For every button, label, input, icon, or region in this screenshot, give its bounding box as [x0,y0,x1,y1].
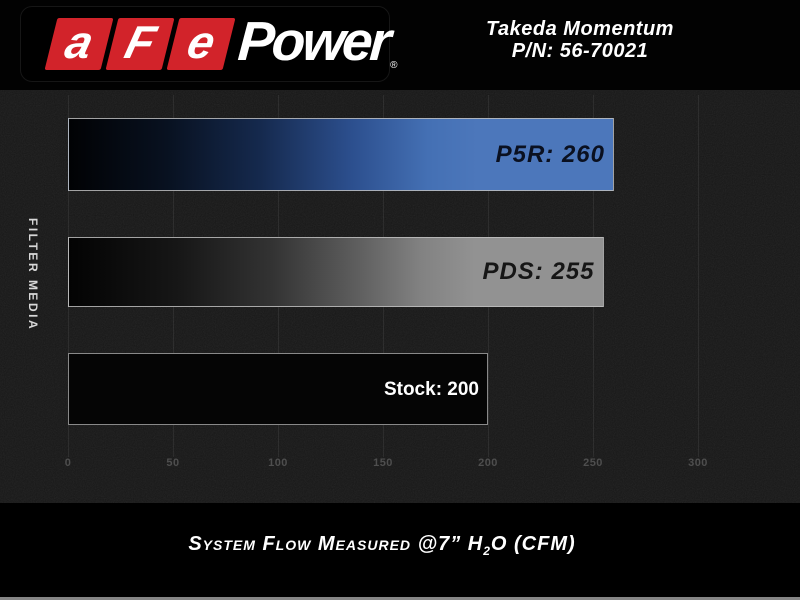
logo-afe-panels: a F e [44,16,236,70]
caption-text: System Flow Measured @7” H [188,533,484,555]
gridline [697,95,699,457]
y-axis-label: FILTER MEDIA [26,218,40,332]
x-tick-label: 50 [166,457,180,469]
chart-region: FILTER MEDIA 0 50 100 150 200 250 300 P5R: 260 P… [0,90,800,503]
caption-text-end: O (CFM) [490,533,576,555]
x-tick-label: 0 [64,457,72,469]
logo-letter-f: F [105,16,175,70]
header: a F e Power ® Takeda Momentum P/N: 56-70… [0,0,800,90]
chart-caption: System Flow Measured @7” H2O (CFM) [0,533,764,558]
logo-letter-a: a [44,16,114,70]
bar-pds: PDS: 255 [68,237,604,307]
x-tick-label: 300 [688,457,708,469]
afe-power-logo: a F e Power ® [20,6,397,82]
x-tick-label: 200 [478,457,498,469]
product-title: Takeda Momentum P/N: 56-70021 [410,18,750,62]
bar-value-label: Stock: 200 [383,378,479,400]
x-tick-label: 100 [268,457,288,469]
logo-letter-e: e [166,16,236,70]
logo-power-text: Power [236,9,391,72]
x-tick-label: 150 [373,457,393,469]
bottom-border [0,597,800,600]
product-name: Takeda Momentum [486,18,674,40]
caption-subscript: 2 [483,544,491,558]
plot-area: 0 50 100 150 200 250 300 P5R: 260 PDS: 255 Stock:… [65,95,768,469]
footer: System Flow Measured @7” H2O (CFM) [0,503,800,597]
registered-trademark-icon: ® [390,60,398,71]
bar-stock: Stock: 200 [68,353,488,425]
product-part-number: P/N: 56-70021 [511,40,649,62]
bar-value-label: P5R: 260 [495,140,605,168]
x-tick-label: 250 [583,457,603,469]
bar-value-label: PDS: 255 [482,258,595,285]
bar-p5r: P5R: 260 [68,118,614,191]
